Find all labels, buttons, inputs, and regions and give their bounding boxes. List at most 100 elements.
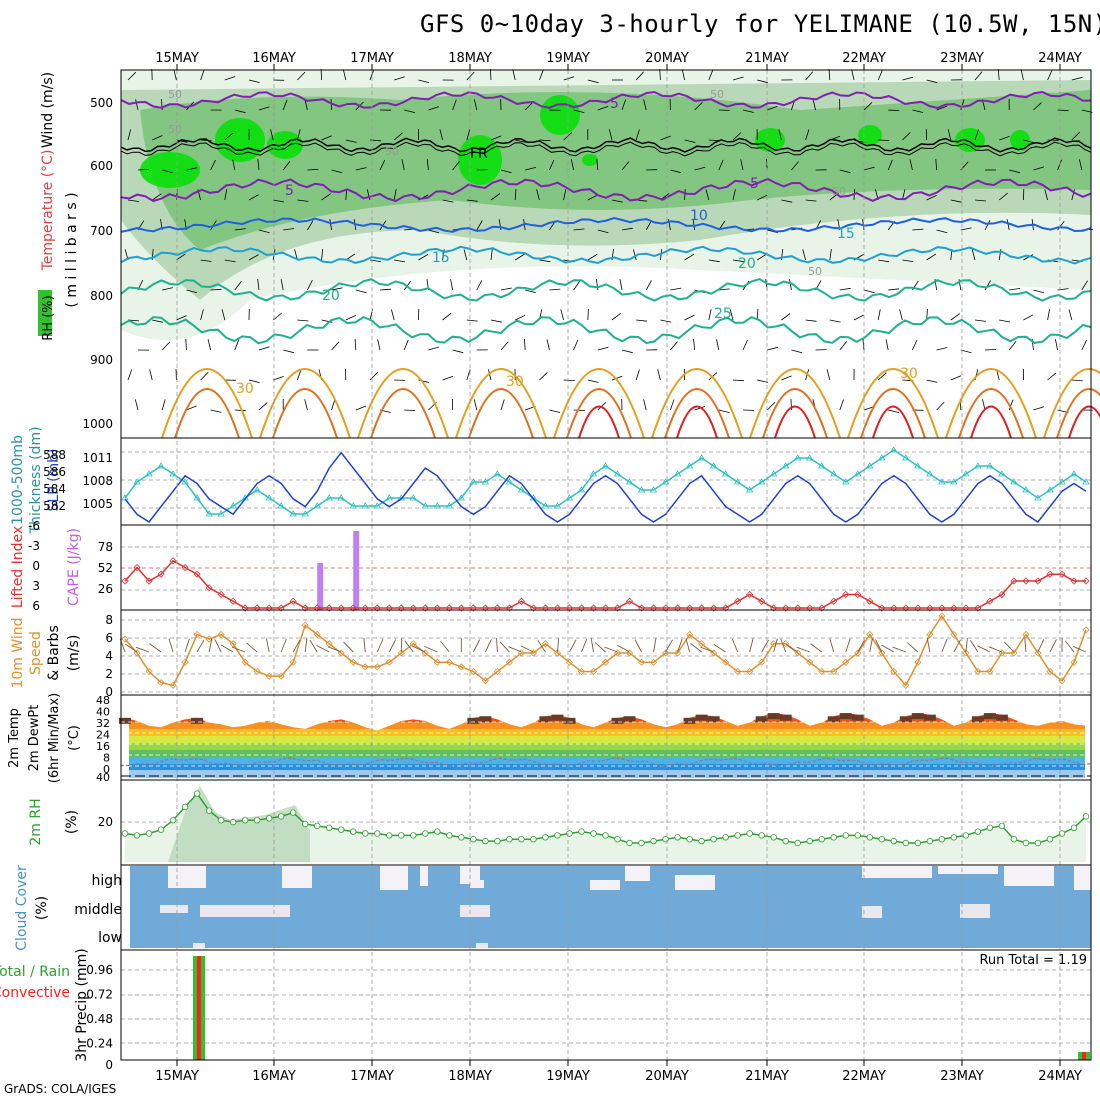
wind-barb xyxy=(345,315,356,321)
wind-barb-10m xyxy=(785,643,798,653)
lifted-index-series-marker xyxy=(481,604,489,612)
wind-barb xyxy=(912,109,924,113)
wind-barb xyxy=(514,253,525,261)
rh2m-series-marker xyxy=(626,839,633,847)
temp-peak xyxy=(707,716,720,723)
wind-barb xyxy=(742,339,748,351)
wind-barb xyxy=(619,279,623,291)
wind-barb xyxy=(636,319,648,322)
contour-label: 15 xyxy=(432,250,450,266)
wind-barb-10m xyxy=(685,638,691,653)
wind-barb xyxy=(152,319,163,323)
temp2m-tick: 0 xyxy=(103,763,110,776)
temp-arch xyxy=(872,405,914,439)
precip-tick: 0 xyxy=(105,1058,113,1072)
temp-peak xyxy=(118,717,132,724)
temp-peak xyxy=(623,716,636,723)
day-label-top: 16MAY xyxy=(252,51,296,66)
thickness-series-marker xyxy=(781,462,790,469)
ylabel-wind10-c: & Barbs xyxy=(46,625,62,681)
thickness-series-marker xyxy=(229,502,237,509)
thickness-series-marker xyxy=(169,470,177,477)
wind-speed-series-marker xyxy=(1034,649,1042,657)
temp-arch xyxy=(958,388,1024,439)
wind-barb xyxy=(161,399,166,411)
wind-barb xyxy=(670,287,682,291)
lifted-index-series-marker xyxy=(866,597,874,605)
lifted-index-series-marker xyxy=(565,604,574,612)
li-tick: 0 xyxy=(32,559,40,573)
wind-barb xyxy=(757,194,768,201)
lifted-index-series-marker xyxy=(469,604,477,612)
temp-arch xyxy=(174,388,240,439)
temp-peak xyxy=(827,716,840,723)
wind-barb xyxy=(1033,289,1045,294)
rh2m-series-marker xyxy=(890,837,897,845)
thickness-series-marker xyxy=(421,502,430,509)
lifted-index-series-marker xyxy=(385,604,393,612)
wind-barb-10m xyxy=(363,638,366,653)
wind-barb xyxy=(539,69,544,81)
lifted-index-series-marker xyxy=(1082,577,1090,585)
thickness-tick: 584 xyxy=(43,482,66,496)
temp-peak xyxy=(479,716,492,723)
wind-speed-series-marker xyxy=(1046,667,1054,676)
wind-barb xyxy=(660,319,672,323)
lifted-index-series-marker xyxy=(157,570,165,578)
wind-barb xyxy=(863,102,873,111)
ylabel-precip: 3hr Precip (mm) xyxy=(74,948,90,1061)
temp-mask xyxy=(125,696,1086,731)
rh2m-series-marker xyxy=(926,837,934,845)
wind-barb xyxy=(282,99,288,111)
thickness-series-marker xyxy=(145,470,153,477)
wind-speed-series-marker xyxy=(253,667,261,676)
thickness-series-marker xyxy=(974,462,982,469)
rh2m-series-marker xyxy=(289,809,297,816)
wind-barb xyxy=(200,259,212,262)
lifted-index-series-marker xyxy=(950,604,958,612)
rh2m-series-marker xyxy=(950,834,958,841)
wind-barb xyxy=(694,406,706,411)
wind-barb xyxy=(232,159,236,171)
wind-barb xyxy=(473,99,478,111)
ylabel-cloud: Cloud Cover xyxy=(14,865,30,951)
thickness-series-marker xyxy=(541,502,550,509)
wind-speed-series-marker xyxy=(866,630,874,639)
cloud-mid-clear xyxy=(160,905,188,913)
rh2m-series-marker xyxy=(866,834,873,841)
wind-barb xyxy=(297,129,301,141)
lifted-index-series-marker xyxy=(926,604,934,612)
temp2m-tick: 24 xyxy=(96,729,110,742)
wind-barb xyxy=(805,129,810,141)
temp-arch xyxy=(553,368,645,439)
thickness-series-marker xyxy=(709,462,718,469)
lifted-index-series-marker xyxy=(553,604,562,612)
wind-barb xyxy=(587,308,589,321)
ylabel-wind10-a: 10m Wind xyxy=(10,617,26,688)
ylabel-thickness-b: Thickness (dm) xyxy=(28,426,44,534)
rh2m-series-marker xyxy=(914,839,922,847)
temp-arch xyxy=(357,368,449,439)
thickness-series-marker xyxy=(505,478,514,485)
rh2m-series-marker xyxy=(1022,839,1030,847)
wind-barb xyxy=(321,193,331,201)
wind-barb xyxy=(829,319,841,323)
wind-barb xyxy=(426,159,429,171)
wind-barb xyxy=(643,399,647,411)
wind10-tick: 2 xyxy=(105,667,113,681)
thickness-series-marker xyxy=(433,502,442,509)
wind-speed-series-marker xyxy=(205,635,213,643)
thickness-series-marker xyxy=(842,478,850,485)
wind-barb-10m xyxy=(594,642,606,653)
wind-barb xyxy=(926,79,938,84)
wind-barb xyxy=(307,169,319,171)
lifted-index-series-marker xyxy=(806,604,814,612)
temp-peak xyxy=(563,717,576,724)
temp-arch xyxy=(1043,368,1100,439)
lifted-index-series-marker xyxy=(205,584,213,592)
wind-barb-10m xyxy=(875,639,883,653)
rh2m-series-marker xyxy=(590,830,597,837)
wind-barb-10m xyxy=(231,646,246,653)
rh2m-series-marker xyxy=(578,828,585,835)
wind-barb xyxy=(645,220,652,231)
